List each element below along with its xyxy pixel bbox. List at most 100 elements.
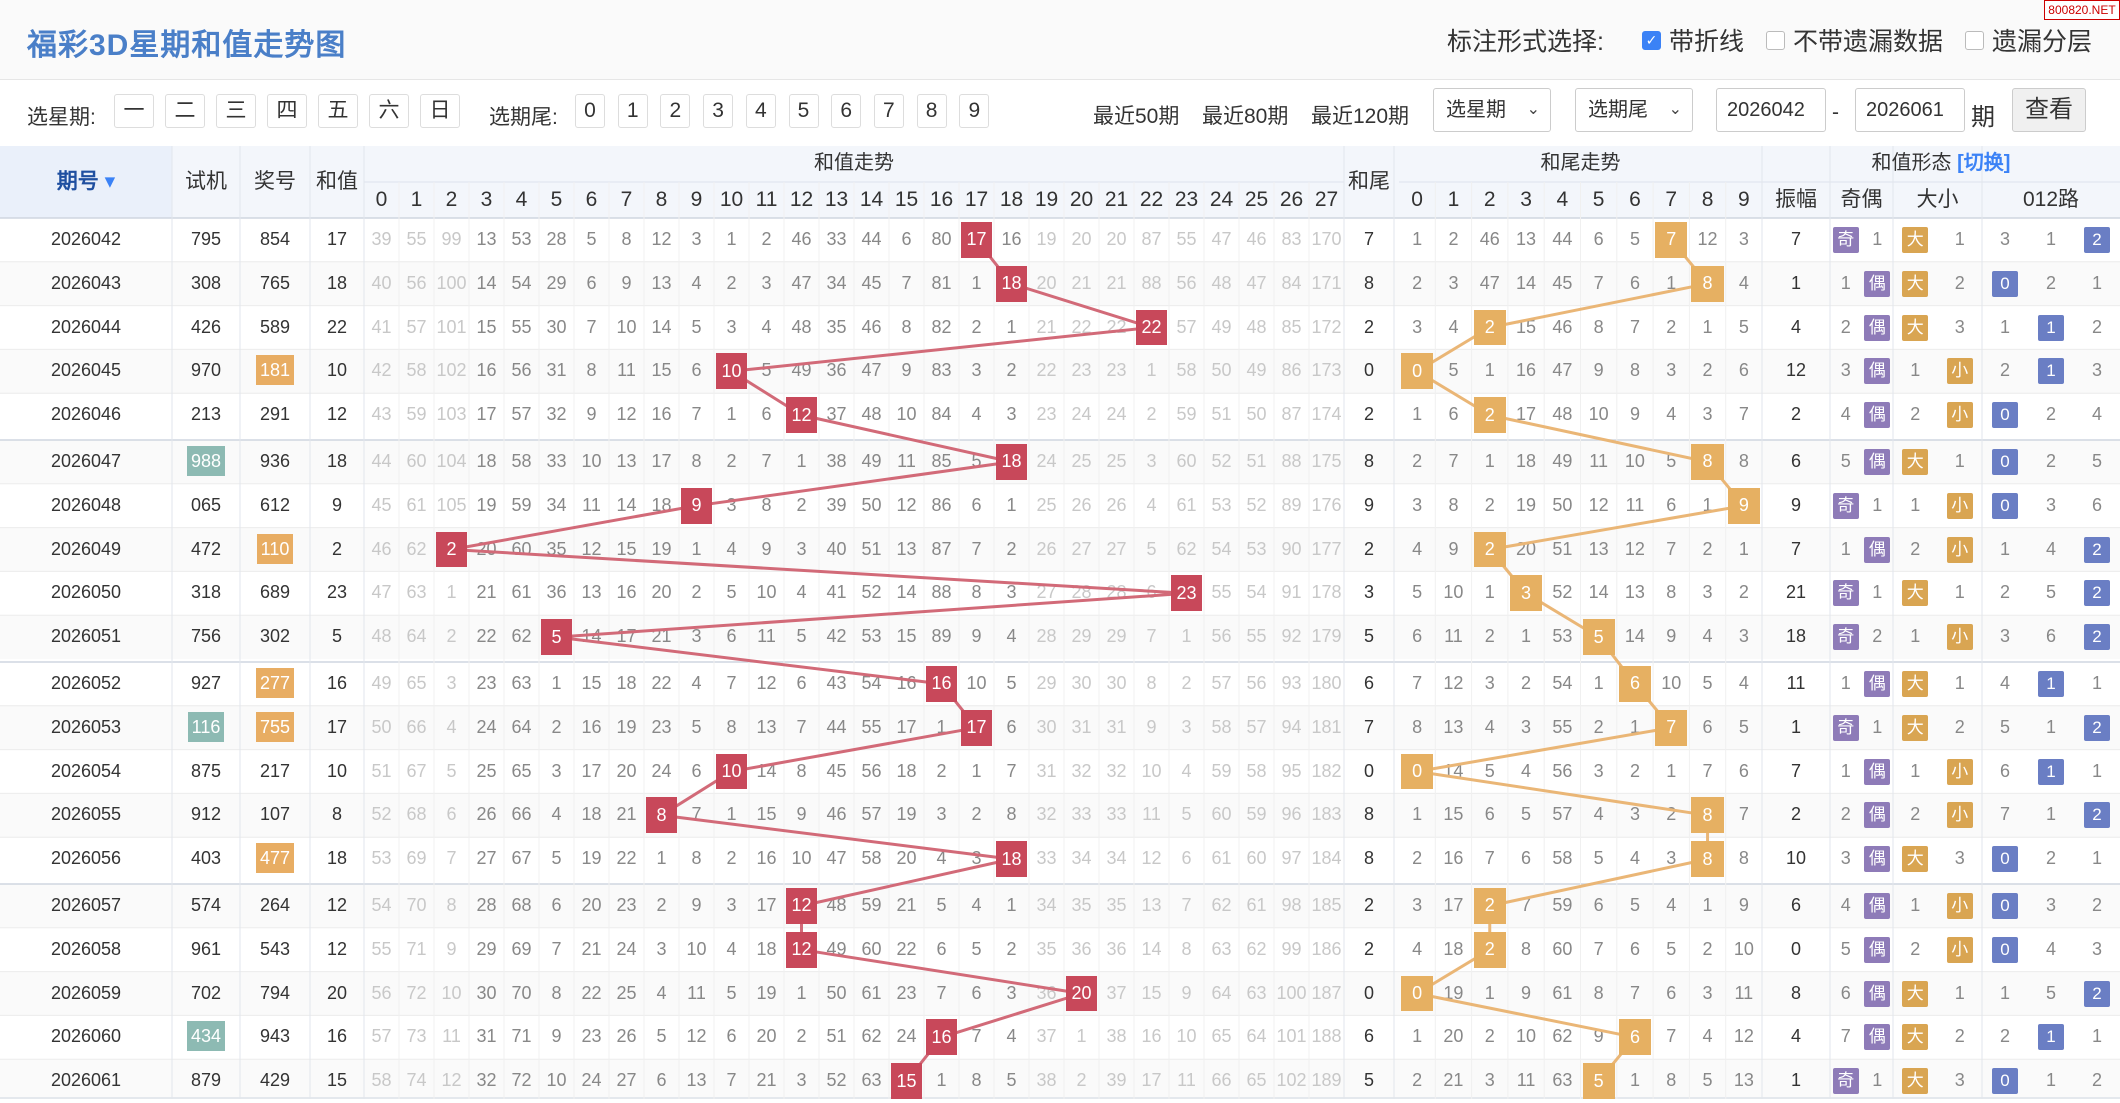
sum-miss-cell: 18 xyxy=(651,494,672,515)
tail-hit-marker: 0 xyxy=(1401,753,1434,790)
sum-miss-cell: 30 xyxy=(1106,673,1127,693)
sum-miss-cell: 24 xyxy=(1071,404,1092,425)
tail-button[interactable]: 1 xyxy=(617,94,648,128)
big-small-badge: 小 xyxy=(1946,893,1973,919)
sum-miss-cell: 4 xyxy=(1146,494,1157,515)
from-issue-input[interactable]: 2026042 xyxy=(1716,88,1826,132)
weekday-button[interactable]: 二 xyxy=(165,94,205,128)
weekday-button[interactable]: 日 xyxy=(420,94,460,128)
sum-miss-cell: 21 xyxy=(896,895,917,915)
route-012-cell: 0 xyxy=(1982,393,2028,437)
big-small-cell: 大 xyxy=(1893,1015,1938,1059)
route-012-badge: 0 xyxy=(1992,936,2018,963)
sum-miss-cell: 20 xyxy=(896,848,917,869)
trial-cell: 434 xyxy=(172,1015,240,1059)
issue-cell: 2026060 xyxy=(50,1026,122,1047)
option-miss-layer[interactable]: 遗漏分层 xyxy=(1964,22,2092,58)
query-button[interactable]: 查看 xyxy=(2012,88,2086,132)
column-header-issue[interactable]: 期号 ▾ xyxy=(0,164,172,200)
weekday-select[interactable]: 选星期 ⌄ xyxy=(1433,88,1551,132)
sum-miss-cell: 9 xyxy=(901,360,912,381)
sum-miss-cell: 39 xyxy=(1106,1070,1127,1091)
weekday-button[interactable]: 五 xyxy=(318,94,358,128)
switch-link[interactable]: [切换] xyxy=(1951,152,2011,174)
tail-button[interactable]: 3 xyxy=(703,94,734,128)
amplitude-cell: 6 xyxy=(1790,895,1801,915)
sum-miss-cell: 53 xyxy=(1211,494,1232,515)
sum-miss-cell: 62 xyxy=(1246,938,1267,959)
sum-miss-cell: 39 xyxy=(371,229,392,249)
to-issue-input[interactable]: 2026061 xyxy=(1855,88,1965,132)
sum-cell: 22 xyxy=(326,316,348,337)
issue-header-label: 期号 xyxy=(56,170,99,193)
sum-miss-cell: 48 xyxy=(1246,316,1267,337)
prize-cell: 765 xyxy=(240,262,310,306)
sum-miss-cell: 17 xyxy=(616,626,637,647)
recent-120-link[interactable]: 最近120期 xyxy=(1311,105,1410,128)
odd-even-miss: 7 xyxy=(1840,1026,1851,1047)
tail-miss-cell: 12 xyxy=(1588,494,1609,515)
sum-miss-cell: 22 xyxy=(476,626,497,647)
sum-miss-cell: 80 xyxy=(931,229,952,249)
sum-miss-cell: 7 xyxy=(1146,626,1157,647)
tail-button[interactable]: 8 xyxy=(916,94,947,128)
tail-miss-cell: 14 xyxy=(1624,626,1645,647)
tail-button[interactable]: 5 xyxy=(788,94,819,128)
sum-miss-cell: 22 xyxy=(581,982,602,1003)
sum-miss-cell: 98 xyxy=(1281,895,1302,915)
sum-miss-cell: 28 xyxy=(546,229,567,249)
odd-even-badge: 偶 xyxy=(1864,936,1891,963)
sum-miss-cell: 5 xyxy=(691,316,702,337)
tail-button[interactable]: 4 xyxy=(745,94,776,128)
option-with-line[interactable]: ✓ 带折线 xyxy=(1641,22,1744,58)
sum-miss-cell: 3 xyxy=(656,938,667,959)
trial-cell: 574 xyxy=(172,884,240,928)
tail-cell: 2 xyxy=(1363,404,1374,425)
sum-miss-cell: 1 xyxy=(1006,494,1017,515)
route-012-miss: 6 xyxy=(2045,626,2056,647)
sum-miss-cell: 24 xyxy=(581,1070,602,1091)
tail-button[interactable]: 2 xyxy=(660,94,691,128)
sum-miss-cell: 4 xyxy=(1006,1026,1017,1047)
tail-miss-cell: 1 xyxy=(1629,716,1640,737)
weekday-button[interactable]: 三 xyxy=(216,94,256,128)
tail-select[interactable]: 选期尾 ⌄ xyxy=(1575,88,1693,132)
odd-even-badge: 偶 xyxy=(1864,802,1891,829)
sum-miss-cell: 42 xyxy=(371,360,392,381)
sum-miss-cell: 1 xyxy=(726,229,737,249)
sum-miss-cell: 47 xyxy=(791,272,812,293)
tail-miss-cell: 3 xyxy=(1448,272,1459,293)
tail-button[interactable]: 0 xyxy=(575,94,605,128)
recent-50-link[interactable]: 最近50期 xyxy=(1093,105,1180,128)
tail-button[interactable]: 7 xyxy=(873,94,904,128)
weekday-button[interactable]: 六 xyxy=(369,94,409,128)
tail-button[interactable]: 9 xyxy=(959,94,990,128)
weekday-button[interactable]: 一 xyxy=(114,94,154,128)
amplitude-cell: 7 xyxy=(1790,229,1801,249)
big-small-cell: 小 xyxy=(1938,393,1983,437)
route-012-miss: 5 xyxy=(1999,716,2010,737)
sum-miss-cell: 7 xyxy=(1006,760,1017,781)
big-small-cell: 大 xyxy=(1893,1059,1938,1103)
sum-miss-cell: 36 xyxy=(546,582,567,603)
recent-80-link[interactable]: 最近80期 xyxy=(1202,105,1289,128)
sum-miss-cell: 10 xyxy=(616,316,637,337)
big-small-cell: 小 xyxy=(1938,750,1983,794)
odd-even-badge: 奇 xyxy=(1832,1068,1859,1095)
odd-even-cell: 5 xyxy=(1830,928,1862,972)
checkbox-checked-icon[interactable]: ✓ xyxy=(1641,30,1661,50)
sum-miss-cell: 15 xyxy=(756,804,777,825)
weekday-button[interactable]: 四 xyxy=(267,94,307,128)
sum-miss-cell: 5 xyxy=(796,626,807,647)
tail-column-header: 6 xyxy=(1629,188,1641,211)
sum-miss-cell: 47 xyxy=(1211,229,1232,249)
tail-miss-cell: 2 xyxy=(1702,360,1713,381)
tail-cell: 2 xyxy=(1363,938,1374,959)
checkbox-icon[interactable] xyxy=(1765,30,1785,50)
sum-miss-cell: 15 xyxy=(651,360,672,381)
sum-miss-cell: 21 xyxy=(476,582,497,603)
checkbox-icon[interactable] xyxy=(1964,30,1984,50)
tail-button[interactable]: 6 xyxy=(831,94,862,128)
sum-hit-marker: 20 xyxy=(1066,975,1097,1012)
option-no-miss-data[interactable]: 不带遗漏数据 xyxy=(1765,22,1943,58)
